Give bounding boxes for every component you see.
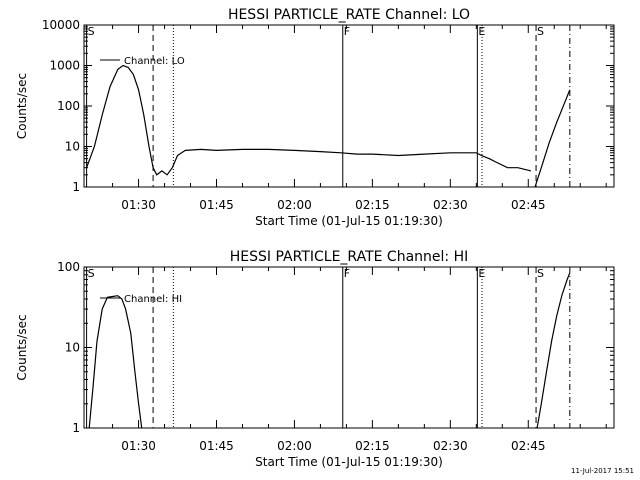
x-tick-label: 02:15 [355,439,390,453]
x-tick-label: 01:30 [121,198,156,212]
x-tick-label: 01:45 [199,198,234,212]
y-tick-label: 10 [65,140,80,154]
event-marker-label: S [537,267,544,280]
series-line [88,295,143,428]
x-tick-label: 02:30 [433,439,468,453]
y-tick-label: 10 [65,341,80,355]
event-marker-label: S [537,25,544,38]
y-tick-label: 1000 [49,59,80,73]
x-tick-label: 02:45 [511,439,546,453]
series-line [86,64,532,176]
y-tick-label: 10000 [42,18,80,32]
event-marker-label: F [344,267,350,280]
event-marker-label: F [344,25,350,38]
x-tick-label: 02:45 [511,198,546,212]
x-tick-label: 02:00 [277,439,312,453]
series-line [536,272,571,428]
y-tick-label: 100 [57,260,80,274]
event-marker-label: S [88,25,95,38]
y-axis-label: Counts/sec [15,73,29,139]
lo-channel-panel: HESSI PARTICLE_RATE Channel: LO Counts/se… [15,7,615,228]
x-axis-label: Start Time (01-Jul-15 01:19:30) [255,214,443,228]
plot-frame [83,266,615,429]
y-tick-label: 1 [72,421,80,435]
event-marker-label: S [88,267,95,280]
x-tick-label: 02:15 [355,198,390,212]
hi-channel-panel: HESSI PARTICLE_RATE Channel: HI Counts/se… [15,249,615,469]
x-tick-label: 02:30 [433,198,468,212]
legend-label: Channel: LO [124,56,185,67]
y-tick-label: 1 [72,180,80,194]
legend-label: Channel: HI [124,294,182,305]
x-tick-label: 01:30 [121,439,156,453]
plot-frame [83,24,615,188]
x-tick-label: 01:45 [199,439,234,453]
footer-timestamp: 11-Jul-2017 15:51 [571,467,634,475]
chart-title: HESSI PARTICLE_RATE Channel: HI [230,249,468,265]
series-line [534,89,571,187]
y-tick-label: 100 [57,99,80,113]
y-axis-label: Counts/sec [15,314,29,380]
chart-title: HESSI PARTICLE_RATE Channel: LO [228,7,470,23]
x-tick-label: 02:00 [277,198,312,212]
x-axis-label: Start Time (01-Jul-15 01:19:30) [255,455,443,469]
